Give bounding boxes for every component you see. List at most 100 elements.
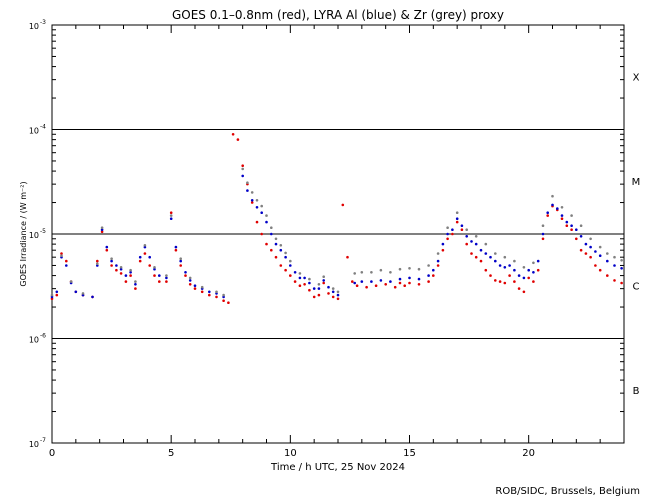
data-point [143,252,147,255]
data-point [143,245,147,249]
data-point [50,295,54,299]
data-point [484,252,488,255]
data-point [308,288,311,292]
data-point [255,220,259,224]
data-point [260,211,264,214]
data-point [398,281,402,285]
data-point [91,295,94,299]
data-point [55,293,59,297]
y-tick-exponent: -3 [40,19,46,26]
data-point [298,284,302,288]
data-point [246,181,249,184]
data-point [69,280,73,283]
data-point [620,259,623,262]
data-point [470,252,473,255]
data-point [494,279,497,282]
data-point [522,266,526,269]
data-point [598,268,602,272]
data-point [532,261,535,265]
data-point [134,283,137,286]
data-point [598,254,602,257]
x-axis-label: Time / h UTC, 25 Nov 2024 [270,462,405,473]
data-point [451,228,454,231]
data-point [312,295,316,299]
data-point [110,259,113,263]
data-point [536,268,540,272]
data-point [119,266,123,269]
data-point [570,224,573,227]
data-point [484,268,488,272]
y-tick-exponent: -6 [40,333,46,340]
data-point [289,259,292,263]
series-group [231,133,340,301]
data-point [158,274,161,277]
data-point [169,211,173,214]
data-point [96,259,99,263]
data-point [560,217,564,220]
data-point [360,280,364,283]
data-point [589,245,592,249]
data-point [265,214,268,217]
series-group [341,203,623,294]
data-point [575,228,578,231]
data-point [479,248,483,252]
data-point [153,274,156,277]
data-point [498,280,502,283]
data-point [606,252,609,255]
y-tick-exponent: -4 [40,124,46,131]
chart-title: GOES 0.1–0.8nm (red), LYRA Al (blue) & Z… [172,8,504,22]
data-point [174,248,178,252]
data-point [513,268,516,272]
data-point [308,277,311,281]
data-point [274,242,278,246]
data-point [503,266,507,269]
data-point [250,199,254,202]
data-point [432,274,435,277]
data-point [115,264,118,267]
data-point [184,274,187,277]
data-point [474,235,478,238]
data-point [148,264,151,267]
data-point [270,248,273,252]
data-point [551,194,554,198]
data-point [255,199,259,202]
data-point [188,283,192,286]
data-point [165,274,168,277]
data-point [408,267,411,270]
data-point [508,264,511,267]
data-point [503,281,507,285]
data-point [522,290,526,294]
data-point [341,203,345,207]
data-point [274,255,278,259]
data-point [215,290,218,294]
data-point [403,284,407,288]
data-point [179,259,182,263]
data-point [129,268,132,272]
data-point [336,290,340,294]
data-point [427,280,430,283]
data-point [393,285,397,289]
data-point [279,244,283,247]
data-point [441,242,445,246]
data-point [165,280,168,283]
data-point [446,237,449,241]
data-point [241,174,244,178]
data-point [303,276,306,280]
data-point [417,277,421,281]
data-point [389,280,392,283]
flare-class-label: C [633,282,640,293]
data-point [346,255,349,259]
data-point [200,290,204,294]
data-point [353,272,357,275]
data-point [200,285,204,289]
data-point [255,206,259,209]
data-point [565,220,569,224]
data-point [441,248,445,252]
data-point [129,271,132,274]
data-point [293,280,297,283]
data-point [241,167,244,171]
data-point [193,284,197,288]
data-point [119,272,123,275]
data-point [250,201,254,204]
data-point [522,276,526,280]
